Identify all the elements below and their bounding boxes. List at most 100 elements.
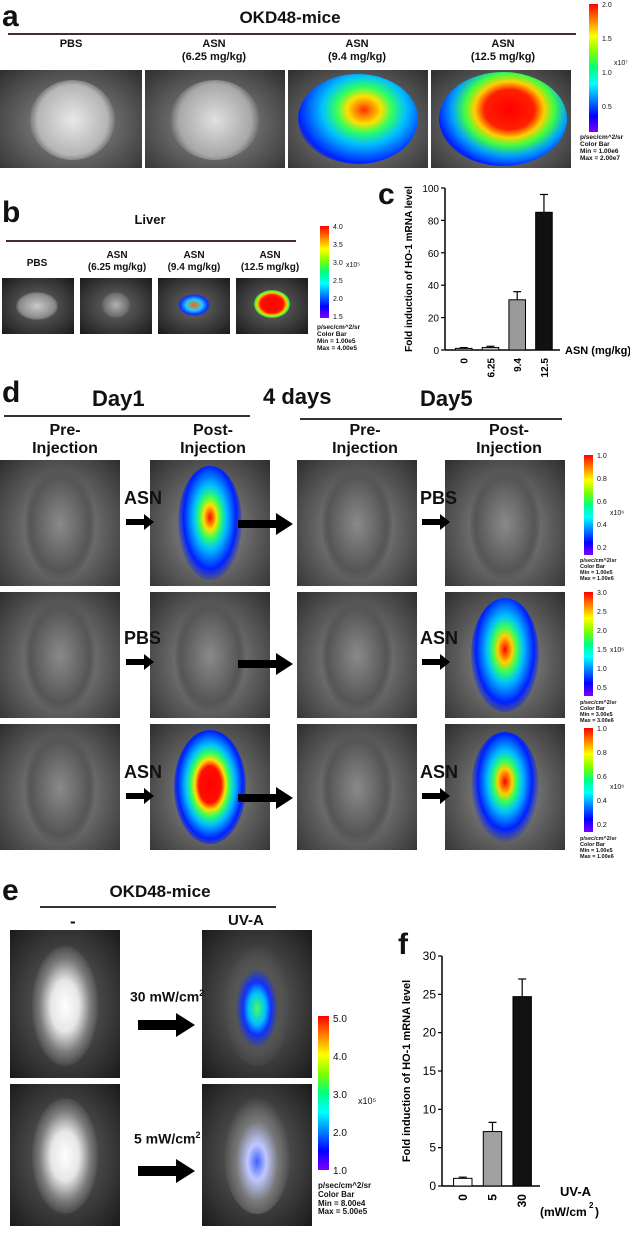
panel-e-colorbar <box>318 1016 329 1170</box>
category-label: 0 <box>460 358 471 364</box>
panel-d-row1-pre-day1 <box>0 460 120 586</box>
bar <box>535 211 553 351</box>
panel-d-day5-line <box>300 418 562 420</box>
panel-d-row3-pre-day1 <box>0 724 120 850</box>
panel-d-row3-cb-tick-4: 0.4 <box>597 798 607 805</box>
panel-d-row1-left-treatment: ASN <box>124 488 163 508</box>
panel-e-cb-exponent: x10⁵ <box>358 1096 377 1106</box>
panel-d-day1-line <box>4 415 250 417</box>
panel-b-divider <box>6 240 296 242</box>
panel-a-label-3: ASN (9.4 mg/kg) <box>327 38 387 63</box>
panel-a-colorbar <box>589 4 598 132</box>
panel-d-pre-label-1: Pre- Injection <box>32 422 98 458</box>
panel-e-left-label: - <box>70 912 76 931</box>
panel-e-cb-tick-2: 4.0 <box>333 1052 347 1063</box>
panel-e-title: OKD48-mice <box>109 882 211 901</box>
panel-b-image-asn-12-5 <box>236 278 308 334</box>
panel-e-cb-tick-1: 5.0 <box>333 1014 347 1025</box>
panel-d-row3-pre-day5 <box>297 724 417 850</box>
panel-d-row3-cb-exponent: x10⁶ <box>610 784 625 791</box>
panel-e-arrow-2 <box>138 1159 195 1183</box>
category-label: 9.4 <box>513 358 524 372</box>
x-axis-label: ASN (mg/kg) <box>565 345 630 357</box>
panel-d-letter: d <box>2 376 21 409</box>
panel-b-cb-tick-6: 1.5 <box>333 314 343 321</box>
panel-d-row2-cb-tick-5: 1.0 <box>597 666 607 673</box>
bar <box>508 299 526 351</box>
bar <box>481 347 500 351</box>
panel-b-cb-tick-2: 3.5 <box>333 242 343 249</box>
panel-e-cb-tick-4: 2.0 <box>333 1128 347 1139</box>
category-label: 6.25 <box>486 358 497 378</box>
panel-e-dose-5: 5 mW/cm2 <box>134 1130 201 1147</box>
panel-a-image-asn-6-25 <box>145 70 285 168</box>
panel-b-cb-tick-1: 4.0 <box>333 224 343 231</box>
panel-b-label-2: ASN (6.25 mg/kg) <box>87 250 147 273</box>
panel-a-label-1: PBS <box>59 38 83 50</box>
panel-e-arrow-1 <box>138 1013 195 1037</box>
panel-d-row2-pre-day1 <box>0 592 120 718</box>
panel-e-dose-30: 30 mW/cm2 <box>130 988 205 1005</box>
panel-a-image-asn-9-4 <box>288 70 428 168</box>
panel-b-image-asn-9-4 <box>158 278 230 334</box>
panel-d-post-label-1: Post- Injection <box>180 422 246 458</box>
panel-d-day5: Day5 <box>420 386 473 411</box>
x-axis-label: UV-A <box>560 1184 592 1199</box>
panel-e-image-uva-30 <box>202 930 312 1078</box>
panel-d-row1-cb-tick-1: 1.0 <box>597 453 607 460</box>
panel-b-label-3: ASN (9.4 mg/kg) <box>167 250 221 273</box>
panel-a-divider <box>8 33 576 35</box>
category-label: 5 <box>485 1194 499 1201</box>
bar <box>482 1131 503 1187</box>
panel-a-title: OKD48-mice <box>239 8 341 27</box>
panel-e-cb-tick-3: 3.0 <box>333 1090 347 1101</box>
panel-d-row3-cb-tick-1: 1.0 <box>597 726 607 733</box>
panel-b-cb-exponent: x10⁵ <box>346 262 361 269</box>
panel-d-gap: 4 days <box>263 384 332 409</box>
panel-d-row3-post-day1 <box>150 724 270 850</box>
panel-d-row1-post-day5 <box>445 460 565 586</box>
panel-e-divider <box>40 906 276 908</box>
y-tick-label: 25 <box>423 987 437 1001</box>
panel-d-row3-cb-tick-2: 0.8 <box>597 750 607 757</box>
category-label: 30 <box>515 1194 529 1208</box>
y-tick-label: 30 <box>423 949 437 963</box>
panel-b-image-asn-6-25 <box>80 278 152 334</box>
panel-d-row1-right-treatment: PBS <box>420 488 458 508</box>
panel-a-cb-info: p/sec/cm^2/sr Color Bar Min = 1.00e6 Max… <box>580 134 624 163</box>
panel-a-cb-tick-3: 1.0 <box>602 70 612 77</box>
y-axis-label: Fold induction of HO-1 mRNA level <box>401 980 413 1162</box>
panel-d-row2-arrow-1 <box>126 654 154 670</box>
y-axis-label: Fold induction of HO-1 mRNA level <box>404 186 415 352</box>
panel-e-image-control-bottom <box>10 1084 120 1226</box>
x-axis-label-unit: (mW/cm <box>540 1205 587 1219</box>
panel-d-row2-cb-info: p/sec/cm^2/sr Color Bar Min = 3.00e5 Max… <box>580 700 617 725</box>
panel-b-label-4: ASN (12.5 mg/kg) <box>240 250 300 273</box>
panel-d-pre-label-2: Pre- Injection <box>332 422 398 458</box>
panel-d-row2-cb-exponent: x10⁶ <box>610 647 625 654</box>
panel-d-row2-post-day1 <box>150 592 270 718</box>
panel-d-row3-arrow-2 <box>238 787 293 809</box>
panel-a-letter: a <box>2 0 19 33</box>
y-tick-label: 100 <box>422 184 439 195</box>
panel-d-row1-arrow-2 <box>238 513 293 535</box>
panel-d-row2-colorbar <box>584 592 593 696</box>
panel-a-image-asn-12-5 <box>431 70 571 168</box>
y-tick-label: 20 <box>428 314 440 325</box>
panel-e-image-control-top <box>10 930 120 1078</box>
panel-f-letter: f <box>398 928 408 961</box>
panel-a-cb-tick-2: 1.5 <box>602 36 612 43</box>
panel-d-row1-colorbar <box>584 455 593 555</box>
panel-b-cb-tick-4: 2.5 <box>333 278 343 285</box>
panel-d-row3-colorbar <box>584 728 593 832</box>
panel-d-row1-cb-tick-4: 0.4 <box>597 522 607 529</box>
panel-d-row1-cb-tick-5: 0.2 <box>597 545 607 552</box>
panel-a-label-4: ASN (12.5 mg/kg) <box>470 38 536 63</box>
panel-d-row3-cb-tick-3: 0.6 <box>597 774 607 781</box>
y-tick-label: 60 <box>428 249 440 260</box>
panel-b-image-pbs <box>2 278 74 334</box>
panel-e-cb-tick-5: 1.0 <box>333 1166 347 1177</box>
y-tick-label: 10 <box>423 1102 437 1116</box>
panel-d-row2-cb-tick-1: 3.0 <box>597 590 607 597</box>
